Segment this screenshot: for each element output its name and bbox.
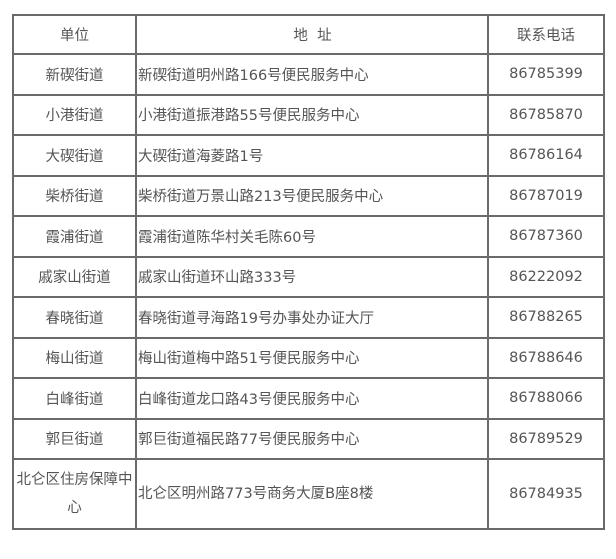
contact-table: 单位 地 址 联系电话 新碶街道 新碶街道明州路166号便民服务中心 8678539… bbox=[12, 14, 605, 530]
address-cell: 戚家山街道环山路333号 bbox=[135, 255, 489, 298]
address-cell: 梅山街道梅中路51号便民服务中心 bbox=[135, 336, 489, 379]
table-row: 春晓街道 春晓街道寻海路19号办事处办证大厅 86788265 bbox=[12, 296, 605, 339]
address-cell: 郭巨街道福民路77号便民服务中心 bbox=[135, 417, 489, 460]
unit-cell: 郭巨街道 bbox=[12, 417, 137, 460]
unit-cell: 白峰街道 bbox=[12, 377, 137, 420]
address-cell: 柴桥街道万景山路213号便民服务中心 bbox=[135, 174, 489, 217]
address-cell: 新碶街道明州路166号便民服务中心 bbox=[135, 53, 489, 96]
header-unit: 单位 bbox=[12, 14, 137, 55]
header-phone: 联系电话 bbox=[487, 14, 605, 55]
table-row: 小港街道 小港街道振港路55号便民服务中心 86785870 bbox=[12, 93, 605, 136]
phone-cell: 86786164 bbox=[487, 134, 605, 177]
phone-cell: 86787019 bbox=[487, 174, 605, 217]
header-address: 地 址 bbox=[135, 14, 489, 55]
unit-cell: 新碶街道 bbox=[12, 53, 137, 96]
unit-cell: 戚家山街道 bbox=[12, 255, 137, 298]
phone-cell: 86784935 bbox=[487, 458, 605, 530]
phone-cell: 86789529 bbox=[487, 417, 605, 460]
header-row: 单位 地 址 联系电话 bbox=[12, 14, 605, 55]
unit-cell: 大碶街道 bbox=[12, 134, 137, 177]
table-row: 郭巨街道 郭巨街道福民路77号便民服务中心 86789529 bbox=[12, 417, 605, 460]
address-cell: 春晓街道寻海路19号办事处办证大厅 bbox=[135, 296, 489, 339]
unit-cell: 小港街道 bbox=[12, 93, 137, 136]
table-row: 梅山街道 梅山街道梅中路51号便民服务中心 86788646 bbox=[12, 336, 605, 379]
unit-cell: 北仑区住房保障中心 bbox=[12, 458, 137, 530]
table-row: 新碶街道 新碶街道明州路166号便民服务中心 86785399 bbox=[12, 53, 605, 96]
address-cell: 北仑区明州路773号商务大厦B座8楼 bbox=[135, 458, 489, 530]
unit-cell: 春晓街道 bbox=[12, 296, 137, 339]
address-cell: 大碶街道海菱路1号 bbox=[135, 134, 489, 177]
table-row: 北仑区住房保障中心 北仑区明州路773号商务大厦B座8楼 86784935 bbox=[12, 458, 605, 530]
phone-cell: 86785870 bbox=[487, 93, 605, 136]
table-row: 白峰街道 白峰街道龙口路43号便民服务中心 86788066 bbox=[12, 377, 605, 420]
table-row: 柴桥街道 柴桥街道万景山路213号便民服务中心 86787019 bbox=[12, 174, 605, 217]
address-cell: 霞浦街道陈华村关毛陈60号 bbox=[135, 215, 489, 258]
unit-cell: 霞浦街道 bbox=[12, 215, 137, 258]
phone-cell: 86785399 bbox=[487, 53, 605, 96]
address-cell: 小港街道振港路55号便民服务中心 bbox=[135, 93, 489, 136]
table-row: 戚家山街道 戚家山街道环山路333号 86222092 bbox=[12, 255, 605, 298]
phone-cell: 86788066 bbox=[487, 377, 605, 420]
address-cell: 白峰街道龙口路43号便民服务中心 bbox=[135, 377, 489, 420]
table-row: 霞浦街道 霞浦街道陈华村关毛陈60号 86787360 bbox=[12, 215, 605, 258]
table-row: 大碶街道 大碶街道海菱路1号 86786164 bbox=[12, 134, 605, 177]
phone-cell: 86787360 bbox=[487, 215, 605, 258]
phone-cell: 86222092 bbox=[487, 255, 605, 298]
unit-cell: 柴桥街道 bbox=[12, 174, 137, 217]
phone-cell: 86788265 bbox=[487, 296, 605, 339]
phone-cell: 86788646 bbox=[487, 336, 605, 379]
unit-cell: 梅山街道 bbox=[12, 336, 137, 379]
